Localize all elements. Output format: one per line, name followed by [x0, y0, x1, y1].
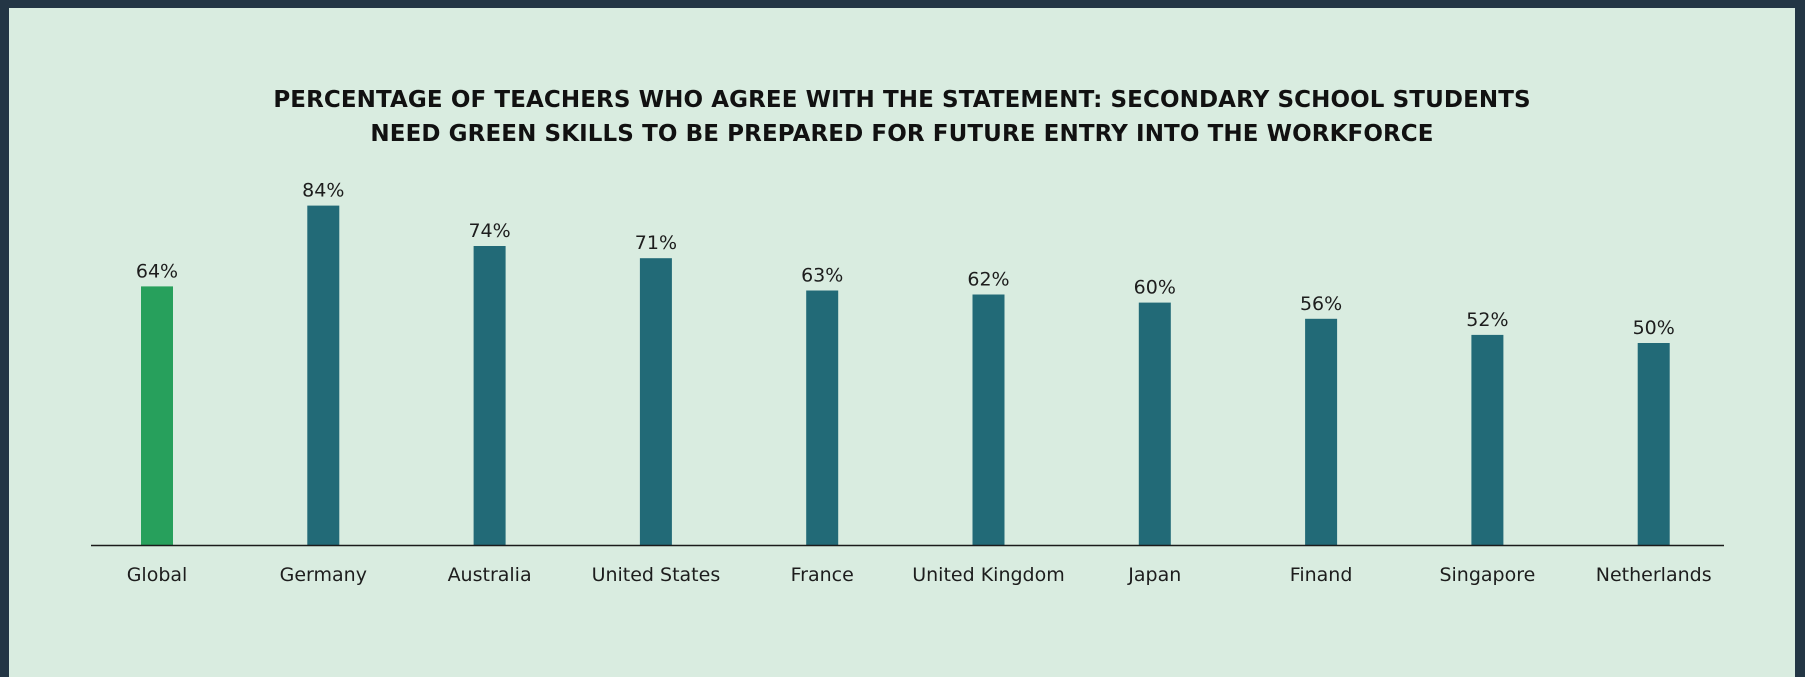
tick-label-united-states: United States [592, 564, 721, 586]
tick-label-netherlands: Netherlands [1596, 564, 1712, 586]
bar-finand [1305, 318, 1338, 545]
bar-chart: 64% 84% 74% 71% 63% 62% 60% 56% 52% 50% Global Ger… [91, 180, 1724, 586]
chart-panel: PERCENTAGE OF TEACHERS WHO AGREE WITH TH… [9, 8, 1795, 677]
tick-label-singapore: Singapore [1439, 564, 1535, 586]
tick-label-france: France [791, 564, 854, 586]
value-label-united-kingdom: 62% [967, 269, 1009, 291]
bar-united-kingdom [972, 294, 1005, 545]
value-label-germany: 84% [302, 180, 344, 202]
value-label-france: 63% [801, 265, 843, 287]
value-label-japan: 60% [1134, 277, 1176, 299]
value-label-global: 64% [136, 260, 178, 282]
tick-label-germany: Germany [280, 564, 367, 586]
bars-group [141, 205, 1670, 545]
bar-united-states [639, 258, 672, 545]
value-label-united-states: 71% [635, 232, 677, 254]
chart-title-line-1: PERCENTAGE OF TEACHERS WHO AGREE WITH TH… [273, 87, 1531, 113]
value-labels-group: 64% 84% 74% 71% 63% 62% 60% 56% 52% 50% [136, 180, 1675, 339]
bar-japan [1138, 302, 1171, 545]
value-label-finand: 56% [1300, 293, 1342, 315]
bar-germany [307, 205, 340, 545]
bar-singapore [1471, 334, 1504, 545]
tick-label-finand: Finand [1290, 564, 1353, 586]
bar-global [141, 286, 173, 545]
chart-title: PERCENTAGE OF TEACHERS WHO AGREE WITH TH… [9, 83, 1795, 151]
value-label-netherlands: 50% [1633, 317, 1675, 339]
tick-label-australia: Australia [448, 564, 532, 586]
bar-france [806, 290, 839, 545]
tick-label-global: Global [127, 564, 188, 586]
value-label-australia: 74% [468, 220, 510, 242]
tick-label-japan: Japan [1127, 564, 1181, 586]
x-tick-labels-group: Global Germany Australia United States Franc… [127, 564, 1712, 586]
value-label-singapore: 52% [1466, 309, 1508, 331]
tick-label-united-kingdom: United Kingdom [912, 564, 1065, 586]
chart-title-line-2: NEED GREEN SKILLS TO BE PREPARED FOR FUT… [370, 121, 1434, 147]
bar-netherlands [1637, 343, 1670, 545]
bar-australia [473, 246, 506, 545]
